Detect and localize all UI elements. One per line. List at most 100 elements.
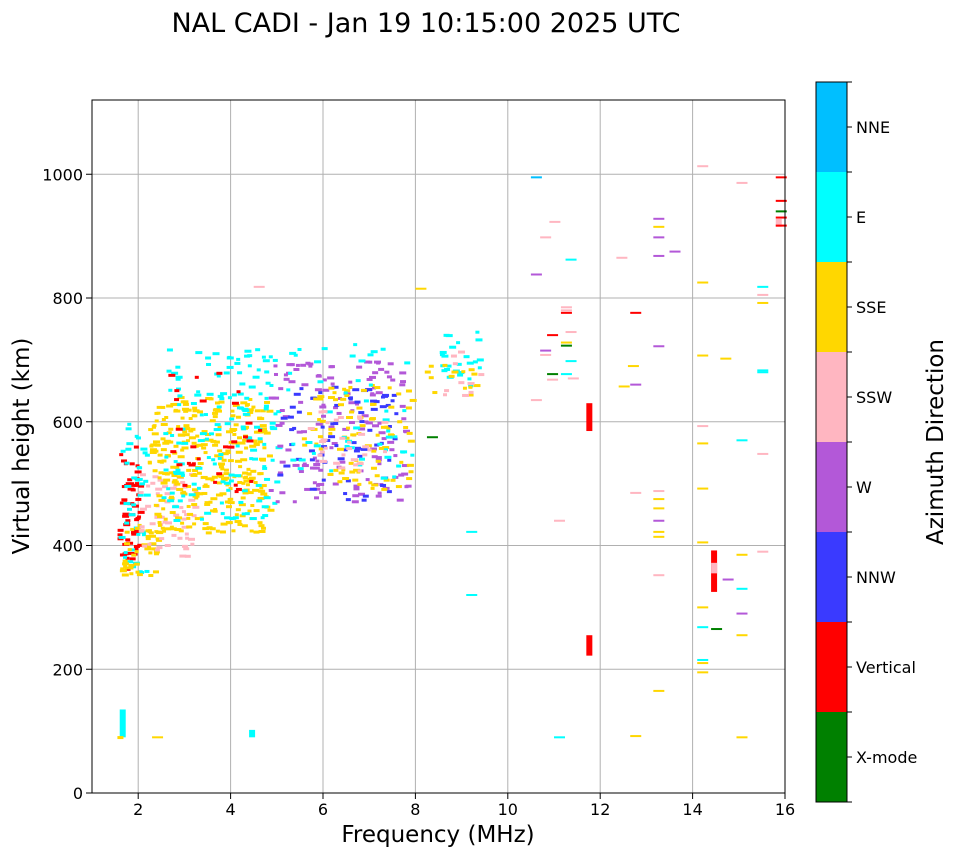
echo-point xyxy=(177,499,183,503)
echo-point xyxy=(560,344,572,347)
echo-point xyxy=(195,351,203,355)
echo-point xyxy=(358,432,366,436)
echo-point xyxy=(234,474,242,478)
echo-point xyxy=(468,385,473,389)
echo-point xyxy=(144,547,152,551)
echo-point xyxy=(140,447,148,451)
echo-point xyxy=(139,482,146,486)
echo-point xyxy=(560,311,572,314)
echo-point xyxy=(428,376,434,380)
echo-point xyxy=(223,445,229,449)
echo-point xyxy=(147,542,152,546)
echo-point xyxy=(199,517,204,521)
echo-point xyxy=(191,414,196,418)
echo-point xyxy=(307,427,315,431)
echo-point xyxy=(326,439,331,443)
echo-point xyxy=(393,435,398,439)
echo-point xyxy=(125,556,130,560)
echo-point xyxy=(170,450,177,454)
echo-point xyxy=(216,374,221,378)
echo-point xyxy=(439,350,447,354)
echo-point xyxy=(212,415,218,419)
echo-point xyxy=(321,414,327,418)
echo-point xyxy=(257,416,263,420)
echo-point xyxy=(249,517,257,521)
echo-point xyxy=(138,529,144,533)
echo-point xyxy=(252,375,260,379)
echo-point xyxy=(468,393,474,397)
echo-point xyxy=(554,519,565,522)
echo-point xyxy=(156,546,163,550)
echo-point xyxy=(292,500,297,504)
echo-point xyxy=(653,490,665,493)
echo-point xyxy=(736,612,748,615)
echo-point xyxy=(216,481,222,485)
echo-point xyxy=(180,521,185,525)
echo-point xyxy=(314,442,319,446)
echo-point xyxy=(225,505,232,509)
echo-point xyxy=(757,369,769,372)
echo-point xyxy=(156,411,161,415)
echo-point xyxy=(210,439,217,443)
echo-point xyxy=(389,448,395,452)
echo-point xyxy=(308,364,313,368)
plot-frame xyxy=(91,99,786,794)
echo-point xyxy=(357,482,362,486)
echo-point xyxy=(452,362,458,366)
echo-point xyxy=(125,447,132,451)
echo-point xyxy=(367,448,372,452)
echo-point xyxy=(166,487,171,491)
echo-point xyxy=(387,425,392,429)
echo-point xyxy=(180,473,185,477)
echo-point xyxy=(224,422,231,426)
echo-point xyxy=(139,507,147,511)
echo-point xyxy=(357,492,365,496)
echo-point xyxy=(224,516,231,520)
echo-point xyxy=(177,536,183,540)
echo-point xyxy=(288,380,296,384)
echo-point xyxy=(242,438,247,442)
echo-point xyxy=(458,381,465,385)
echo-point xyxy=(565,258,577,261)
echo-point xyxy=(328,365,334,369)
echo-point xyxy=(163,517,168,521)
echo-point xyxy=(547,334,559,337)
echo-trace xyxy=(586,635,593,656)
echo-point xyxy=(177,455,185,459)
echo-point xyxy=(253,530,260,534)
echo-point xyxy=(218,400,225,404)
echo-point xyxy=(199,413,204,417)
echo-point xyxy=(188,436,196,440)
echo-point xyxy=(318,391,323,395)
echo-point xyxy=(255,483,262,487)
echo-point xyxy=(396,464,402,468)
echo-point xyxy=(466,361,474,365)
echo-point xyxy=(166,404,174,408)
echo-point xyxy=(384,455,392,459)
echo-point xyxy=(264,400,271,404)
echo-point xyxy=(381,395,386,399)
echo-point xyxy=(135,436,141,440)
echo-point xyxy=(317,418,322,422)
echo-point xyxy=(385,435,393,439)
echo-point xyxy=(256,499,263,503)
echo-point xyxy=(160,437,166,441)
echo-point xyxy=(736,181,748,184)
echo-point xyxy=(258,524,265,528)
echo-point xyxy=(291,442,296,446)
echo-point xyxy=(406,463,414,467)
echo-point xyxy=(182,485,188,489)
echo-point xyxy=(653,225,665,228)
echo-point xyxy=(407,439,415,443)
echo-point xyxy=(174,389,180,393)
echo-point xyxy=(259,486,264,490)
echo-point xyxy=(775,176,787,179)
echo-point xyxy=(377,442,383,446)
echo-point xyxy=(394,412,399,416)
echo-point xyxy=(372,386,377,390)
echo-point xyxy=(216,405,222,409)
echo-point xyxy=(234,361,241,365)
echo-point xyxy=(156,494,163,498)
echo-point xyxy=(375,433,380,437)
echo-point xyxy=(353,463,359,467)
